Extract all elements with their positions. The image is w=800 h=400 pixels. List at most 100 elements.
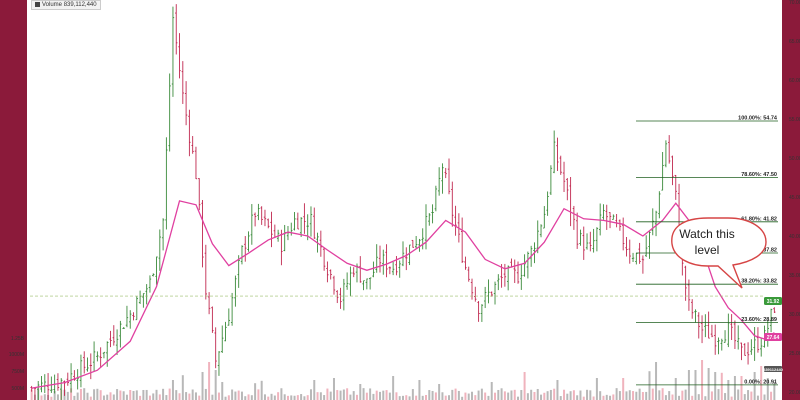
volume-indicator-header[interactable]: Volume 839,112,440 [31, 0, 101, 11]
volume-bar [543, 392, 546, 400]
candle [372, 261, 375, 278]
candle [336, 290, 339, 304]
volume-bar [487, 395, 490, 400]
candle [520, 264, 523, 290]
volume-axis: 1.25B 1000M 750M 500M [9, 336, 25, 392]
volume-bar [96, 388, 99, 400]
volume-bar [300, 394, 303, 400]
volume-bar [93, 389, 96, 400]
candle [168, 73, 171, 152]
volume-bar [208, 362, 211, 400]
price-axis-tick: 45.00 [789, 195, 800, 201]
candle [605, 204, 608, 230]
volume-bar [572, 390, 575, 400]
candle [109, 330, 112, 348]
volume-bar [139, 395, 142, 400]
candle [598, 203, 602, 236]
candle [158, 229, 162, 271]
candle [46, 373, 50, 400]
volume-bar [234, 391, 237, 400]
candle [60, 378, 63, 400]
volume-bar [221, 382, 224, 400]
candle [635, 252, 638, 265]
candle [697, 312, 700, 339]
volume-bar [497, 389, 500, 400]
volume-bar [165, 395, 168, 400]
candle [148, 275, 152, 293]
volume-bar [645, 391, 648, 400]
volume-bar [227, 395, 230, 400]
candle [687, 279, 691, 311]
volume-bar [421, 395, 424, 400]
left-sidebar-band [0, 0, 27, 400]
candle [184, 81, 188, 126]
volume-bar [362, 388, 365, 400]
volume-bar [162, 388, 165, 400]
price-axis-tick: 25.00 [789, 351, 800, 357]
candle [513, 259, 516, 283]
candle [592, 228, 595, 253]
volume-bar [171, 380, 174, 400]
volume-header-label: Volume [42, 2, 63, 9]
volume-bar [277, 392, 280, 400]
annotation-callout[interactable]: Watch this level [671, 217, 767, 289]
volume-bar [145, 389, 148, 400]
candle [523, 254, 526, 277]
volume-bar [53, 390, 56, 400]
candle [221, 325, 224, 353]
price-axis-tick: 30.00 [789, 312, 800, 318]
candle [500, 264, 503, 288]
candle [83, 351, 86, 374]
volume-bar [293, 395, 296, 400]
volume-bar [43, 394, 46, 400]
candle [345, 272, 349, 290]
volume-bar [760, 366, 763, 400]
candle [270, 211, 273, 248]
candle [99, 347, 102, 368]
volume-bar [707, 368, 710, 400]
volume-bar [467, 393, 470, 400]
volume-bar [56, 394, 59, 400]
candle [260, 206, 263, 225]
candle [102, 351, 106, 359]
candle [155, 256, 158, 285]
volume-bar [589, 390, 592, 400]
volume-bar [359, 384, 362, 400]
candle [621, 217, 625, 251]
candle [579, 229, 582, 246]
volume-bar [405, 395, 408, 400]
volume-bar [158, 394, 161, 400]
candle [230, 292, 234, 326]
volume-axis-label: 1000M [9, 352, 24, 358]
candle [707, 311, 710, 339]
volume-bar [428, 390, 431, 400]
candle [460, 217, 464, 263]
volume-bar [418, 380, 421, 400]
volume-bar [569, 391, 572, 400]
price-axis-tick: 50.00 [789, 156, 800, 162]
volume-bar [609, 395, 612, 400]
candle [283, 224, 286, 252]
candle [684, 265, 687, 301]
candle [257, 203, 260, 221]
candle [385, 244, 388, 278]
volume-bar [280, 388, 283, 400]
volume-bar [148, 395, 151, 400]
callout-line-2: level [695, 243, 720, 257]
volume-bar [579, 390, 582, 400]
volume-bar [773, 382, 776, 400]
candle [720, 338, 723, 351]
volume-bar [622, 378, 625, 400]
candle [198, 178, 201, 211]
candle [119, 320, 122, 348]
volume-bar [129, 389, 132, 400]
volume-bar [582, 396, 585, 400]
volume-bar [753, 372, 756, 400]
volume-bar [480, 388, 483, 400]
volume-bar [40, 395, 43, 400]
volume-bar [122, 391, 125, 400]
volume-bar [697, 394, 700, 400]
volume-bar [211, 394, 214, 400]
volume-bar [638, 388, 641, 400]
